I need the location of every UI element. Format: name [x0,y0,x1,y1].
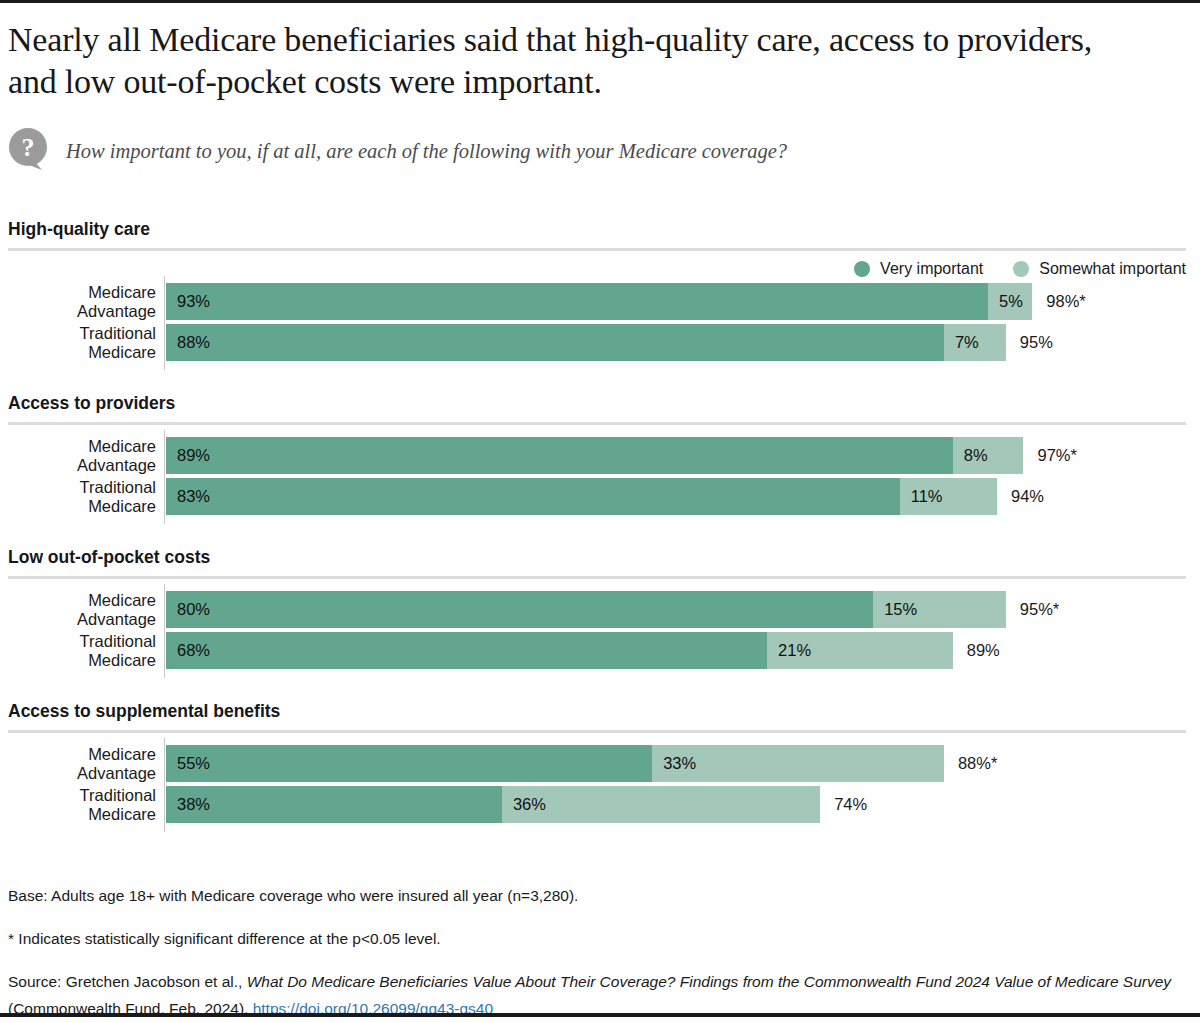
stacked-bar: 80% 15% 95%* [166,591,1059,628]
segment-value: 11% [900,487,943,506]
legend: Very important Somewhat important [8,258,1186,280]
segment-value: 88% [166,333,210,352]
bottom-divider [0,1013,1200,1017]
page-content: Nearly all Medicare beneficiaries said t… [0,19,1200,1023]
significance-note: * Indicates statistically significant di… [8,930,1186,948]
total-value: 74% [834,795,867,814]
bar-row: Traditional Medicare 83% 11% 94% [8,478,1186,515]
legend-item-very-important: Very important [854,260,983,278]
total-value: 97%* [1037,446,1076,465]
bar-rows: Medicare Advantage 80% 15% 95%* Traditio… [8,591,1186,669]
base-note: Base: Adults age 18+ with Medicare cover… [8,887,1186,905]
total-value: 94% [1011,487,1044,506]
row-label: Medicare Advantage [8,745,156,783]
row-label: Medicare Advantage [8,591,156,629]
legend-dot-very-important-icon [854,261,870,277]
bar-rows: Medicare Advantage 93% 5% 98%* Tradition… [8,283,1186,361]
row-label: Traditional Medicare [8,786,156,824]
bar-segment-somewhat-important: 5% [988,283,1032,320]
group-header: High-quality care [8,219,1186,251]
source-prefix: Source: Gretchen Jacobson et al., [8,973,247,990]
segment-value: 36% [502,795,546,814]
segment-value: 93% [166,292,210,311]
chart-group-access-to-providers: Access to providers Medicare Advantage 8… [8,393,1186,515]
legend-dot-somewhat-important-icon [1013,261,1029,277]
bar-row: Medicare Advantage 93% 5% 98%* [8,283,1186,320]
row-label: Medicare Advantage [8,437,156,475]
chart-group-high-quality-care: High-quality care Very important Somewha… [8,219,1186,361]
bar-row: Traditional Medicare 68% 21% 89% [8,632,1186,669]
segment-value: 55% [166,754,210,773]
bar-rows: Medicare Advantage 55% 33% 88%* Traditio… [8,745,1186,823]
row-label: Traditional Medicare [8,324,156,362]
svg-text:?: ? [22,133,35,162]
total-value: 88%* [958,754,997,773]
top-divider [0,0,1200,3]
legend-item-somewhat-important: Somewhat important [1013,260,1186,278]
total-value: 98%* [1046,292,1085,311]
segment-value: 15% [873,600,917,619]
stacked-bar: 83% 11% 94% [166,478,1044,515]
segment-value: 89% [166,446,210,465]
bar-segment-very-important: 89% [166,437,953,474]
survey-question: How important to you, if at all, are eac… [66,140,787,163]
segment-value: 8% [953,446,988,465]
bar-segment-very-important: 83% [166,478,900,515]
group-header: Access to providers [8,393,1186,425]
bar-rows: Medicare Advantage 89% 8% 97%* Tradition… [8,437,1186,515]
bar-row: Medicare Advantage 89% 8% 97%* [8,437,1186,474]
stacked-bar: 68% 21% 89% [166,632,1000,669]
row-label: Medicare Advantage [8,283,156,321]
row-label: Traditional Medicare [8,632,156,670]
bar-segment-very-important: 80% [166,591,873,628]
segment-value: 80% [166,600,210,619]
stacked-bar: 55% 33% 88%* [166,745,997,782]
bar-segment-very-important: 68% [166,632,767,669]
chart-group-low-out-of-pocket-costs: Low out-of-pocket costs Medicare Advanta… [8,547,1186,669]
segment-value: 68% [166,641,210,660]
bar-segment-very-important: 38% [166,786,502,823]
legend-label: Somewhat important [1039,260,1186,278]
bar-segment-somewhat-important: 11% [900,478,997,515]
row-label: Traditional Medicare [8,478,156,516]
chart-group-access-to-supplemental-benefits: Access to supplemental benefits Medicare… [8,701,1186,823]
stacked-bar: 88% 7% 95% [166,324,1053,361]
group-header: Low out-of-pocket costs [8,547,1186,579]
stacked-bar: 38% 36% 74% [166,786,867,823]
bar-row: Traditional Medicare 88% 7% 95% [8,324,1186,361]
segment-value: 5% [988,292,1023,311]
page-title: Nearly all Medicare beneficiaries said t… [8,19,1138,103]
stacked-bar: 93% 5% 98%* [166,283,1086,320]
bar-segment-somewhat-important: 36% [502,786,820,823]
question-bubble-icon: ? [8,127,50,175]
bar-row: Traditional Medicare 38% 36% 74% [8,786,1186,823]
bar-segment-very-important: 93% [166,283,988,320]
total-value: 95% [1020,333,1053,352]
group-header: Access to supplemental benefits [8,701,1186,733]
segment-value: 21% [767,641,811,660]
bar-segment-somewhat-important: 7% [944,324,1006,361]
total-value: 89% [967,641,1000,660]
bar-row: Medicare Advantage 80% 15% 95%* [8,591,1186,628]
bar-segment-somewhat-important: 15% [873,591,1006,628]
segment-value: 7% [944,333,979,352]
segment-value: 38% [166,795,210,814]
bar-segment-very-important: 88% [166,324,944,361]
segment-value: 33% [652,754,696,773]
source-title: What Do Medicare Beneficiaries Value Abo… [247,973,1171,990]
survey-question-row: ? How important to you, if at all, are e… [8,129,1186,173]
bar-segment-very-important: 55% [166,745,652,782]
segment-value: 83% [166,487,210,506]
total-value: 95%* [1020,600,1059,619]
legend-label: Very important [880,260,983,278]
bar-segment-somewhat-important: 8% [953,437,1024,474]
bar-segment-somewhat-important: 21% [767,632,953,669]
bar-segment-somewhat-important: 33% [652,745,944,782]
bar-row: Medicare Advantage 55% 33% 88%* [8,745,1186,782]
stacked-bar: 89% 8% 97%* [166,437,1077,474]
